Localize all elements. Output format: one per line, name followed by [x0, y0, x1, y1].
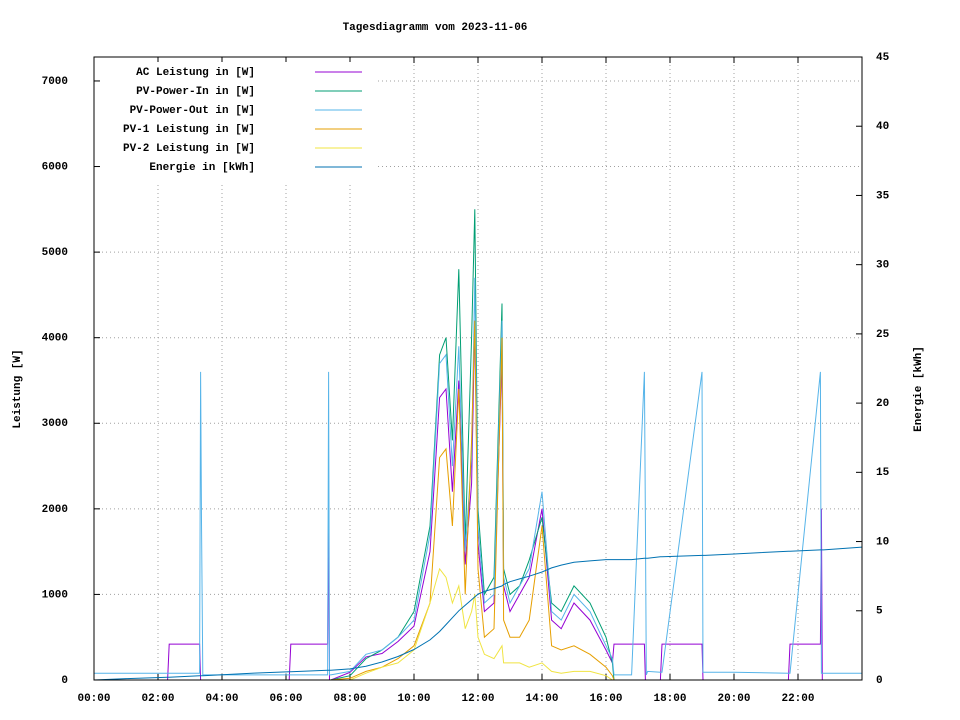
x-tick-label: 12:00	[461, 693, 494, 705]
legend-box	[100, 62, 375, 182]
y2-tick-label: 30	[876, 260, 889, 272]
y2-tick-label: 20	[876, 398, 889, 410]
y2-tick-label: 15	[876, 467, 890, 479]
y-tick-label: 4000	[42, 333, 68, 345]
legend-label: PV-1 Leistung in [W]	[123, 124, 255, 136]
y-tick-label: 6000	[42, 161, 68, 173]
y-tick-label: 0	[61, 675, 68, 687]
y2-axis-label: Energie [kWh]	[913, 346, 925, 432]
legend-label: PV-Power-In in [W]	[136, 86, 255, 98]
series-line	[94, 277, 862, 676]
legend-label: PV-2 Leistung in [W]	[123, 143, 255, 155]
y2-tick-label: 35	[876, 190, 890, 202]
y-tick-label: 5000	[42, 247, 68, 259]
y2-tick-label: 40	[876, 121, 889, 133]
x-tick-label: 06:00	[269, 693, 302, 705]
y2-tick-label: 45	[876, 52, 890, 64]
x-tick-label: 20:00	[717, 693, 750, 705]
x-tick-label: 18:00	[653, 693, 686, 705]
legend-label: AC Leistung in [W]	[136, 67, 255, 79]
x-tick-label: 14:00	[525, 693, 558, 705]
legend-label: PV-Power-Out in [W]	[130, 105, 255, 117]
y2-tick-label: 25	[876, 329, 890, 341]
y-tick-label: 3000	[42, 418, 68, 430]
legend-label: Energie in [kWh]	[149, 162, 255, 174]
x-tick-label: 16:00	[589, 693, 622, 705]
y2-tick-label: 5	[876, 606, 883, 618]
x-tick-label: 02:00	[141, 693, 174, 705]
y-tick-label: 1000	[42, 589, 68, 601]
x-tick-label: 22:00	[781, 693, 814, 705]
y2-tick-label: 10	[876, 536, 889, 548]
plot-frame	[93, 56, 863, 681]
y2-tick-label: 0	[876, 675, 883, 687]
x-tick-label: 08:00	[333, 693, 366, 705]
y-tick-label: 2000	[42, 504, 68, 516]
x-tick-label: 00:00	[77, 693, 110, 705]
y-tick-label: 7000	[42, 76, 68, 88]
x-tick-label: 10:00	[397, 693, 430, 705]
x-tick-label: 04:00	[205, 693, 238, 705]
series-line	[93, 546, 863, 681]
y-axis-label: Leistung [W]	[12, 349, 24, 428]
chart-title: Tagesdiagramm vom 2023-11-06	[343, 22, 528, 34]
